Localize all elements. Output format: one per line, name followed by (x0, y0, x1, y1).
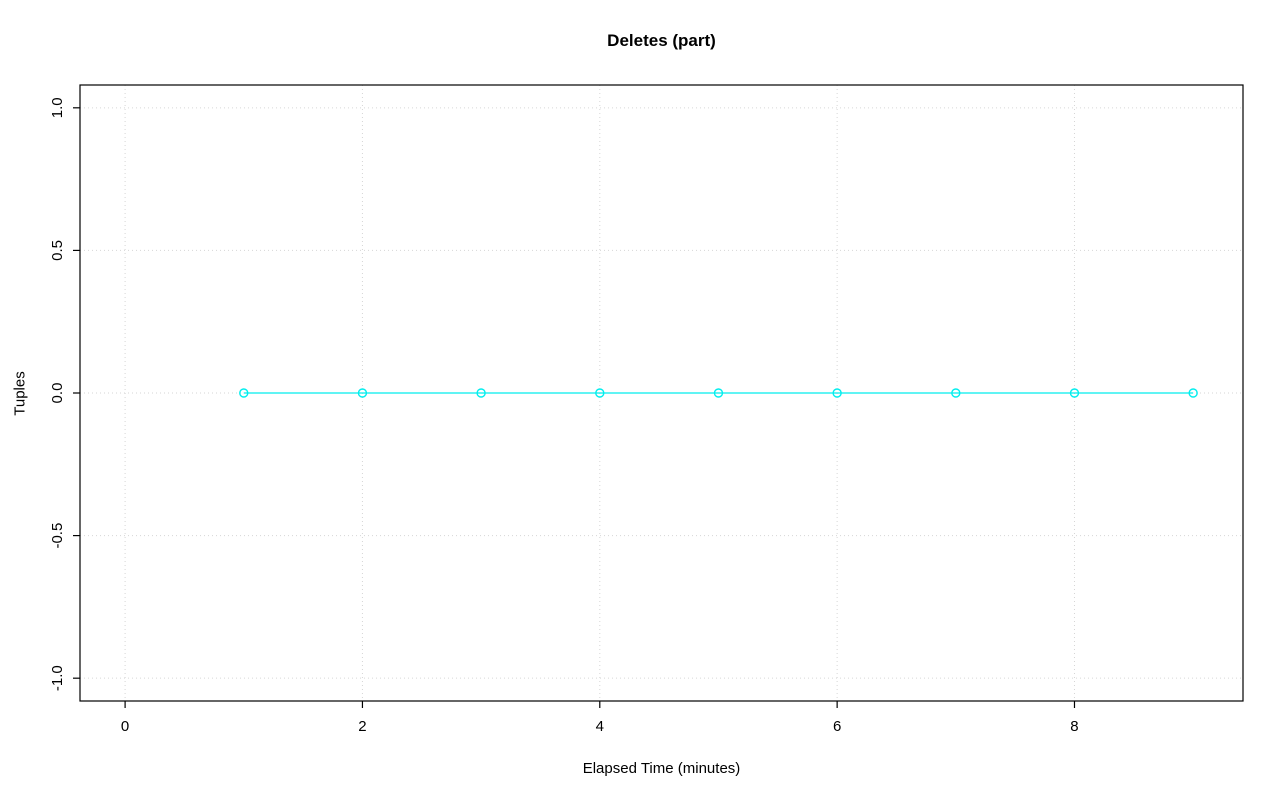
x-tick-label: 8 (1070, 718, 1078, 735)
x-tick-label: 4 (596, 718, 604, 735)
data-point (476, 388, 486, 398)
x-axis-label: Elapsed Time (minutes) (582, 760, 741, 777)
y-axis-label: Tuples (11, 371, 29, 416)
x-tick-label: 2 (358, 718, 366, 735)
data-point (595, 388, 605, 398)
y-tick-label: 0.0 (49, 383, 66, 404)
chart-title: Deletes (part) (607, 31, 716, 50)
data-point (1188, 388, 1198, 398)
y-tick-label: 0.5 (49, 240, 66, 261)
data-point (239, 388, 249, 398)
data-point (713, 388, 724, 398)
data-point (357, 388, 368, 398)
y-tick-label: -0.5 (49, 523, 66, 549)
data-point (832, 388, 842, 398)
x-tick-label: 6 (833, 718, 841, 735)
x-tick-label: 0 (121, 718, 129, 735)
data-point (1069, 388, 1080, 398)
y-tick-label: 1.0 (49, 97, 66, 118)
y-tick-label: -1.0 (49, 665, 66, 691)
data-point (951, 388, 961, 398)
